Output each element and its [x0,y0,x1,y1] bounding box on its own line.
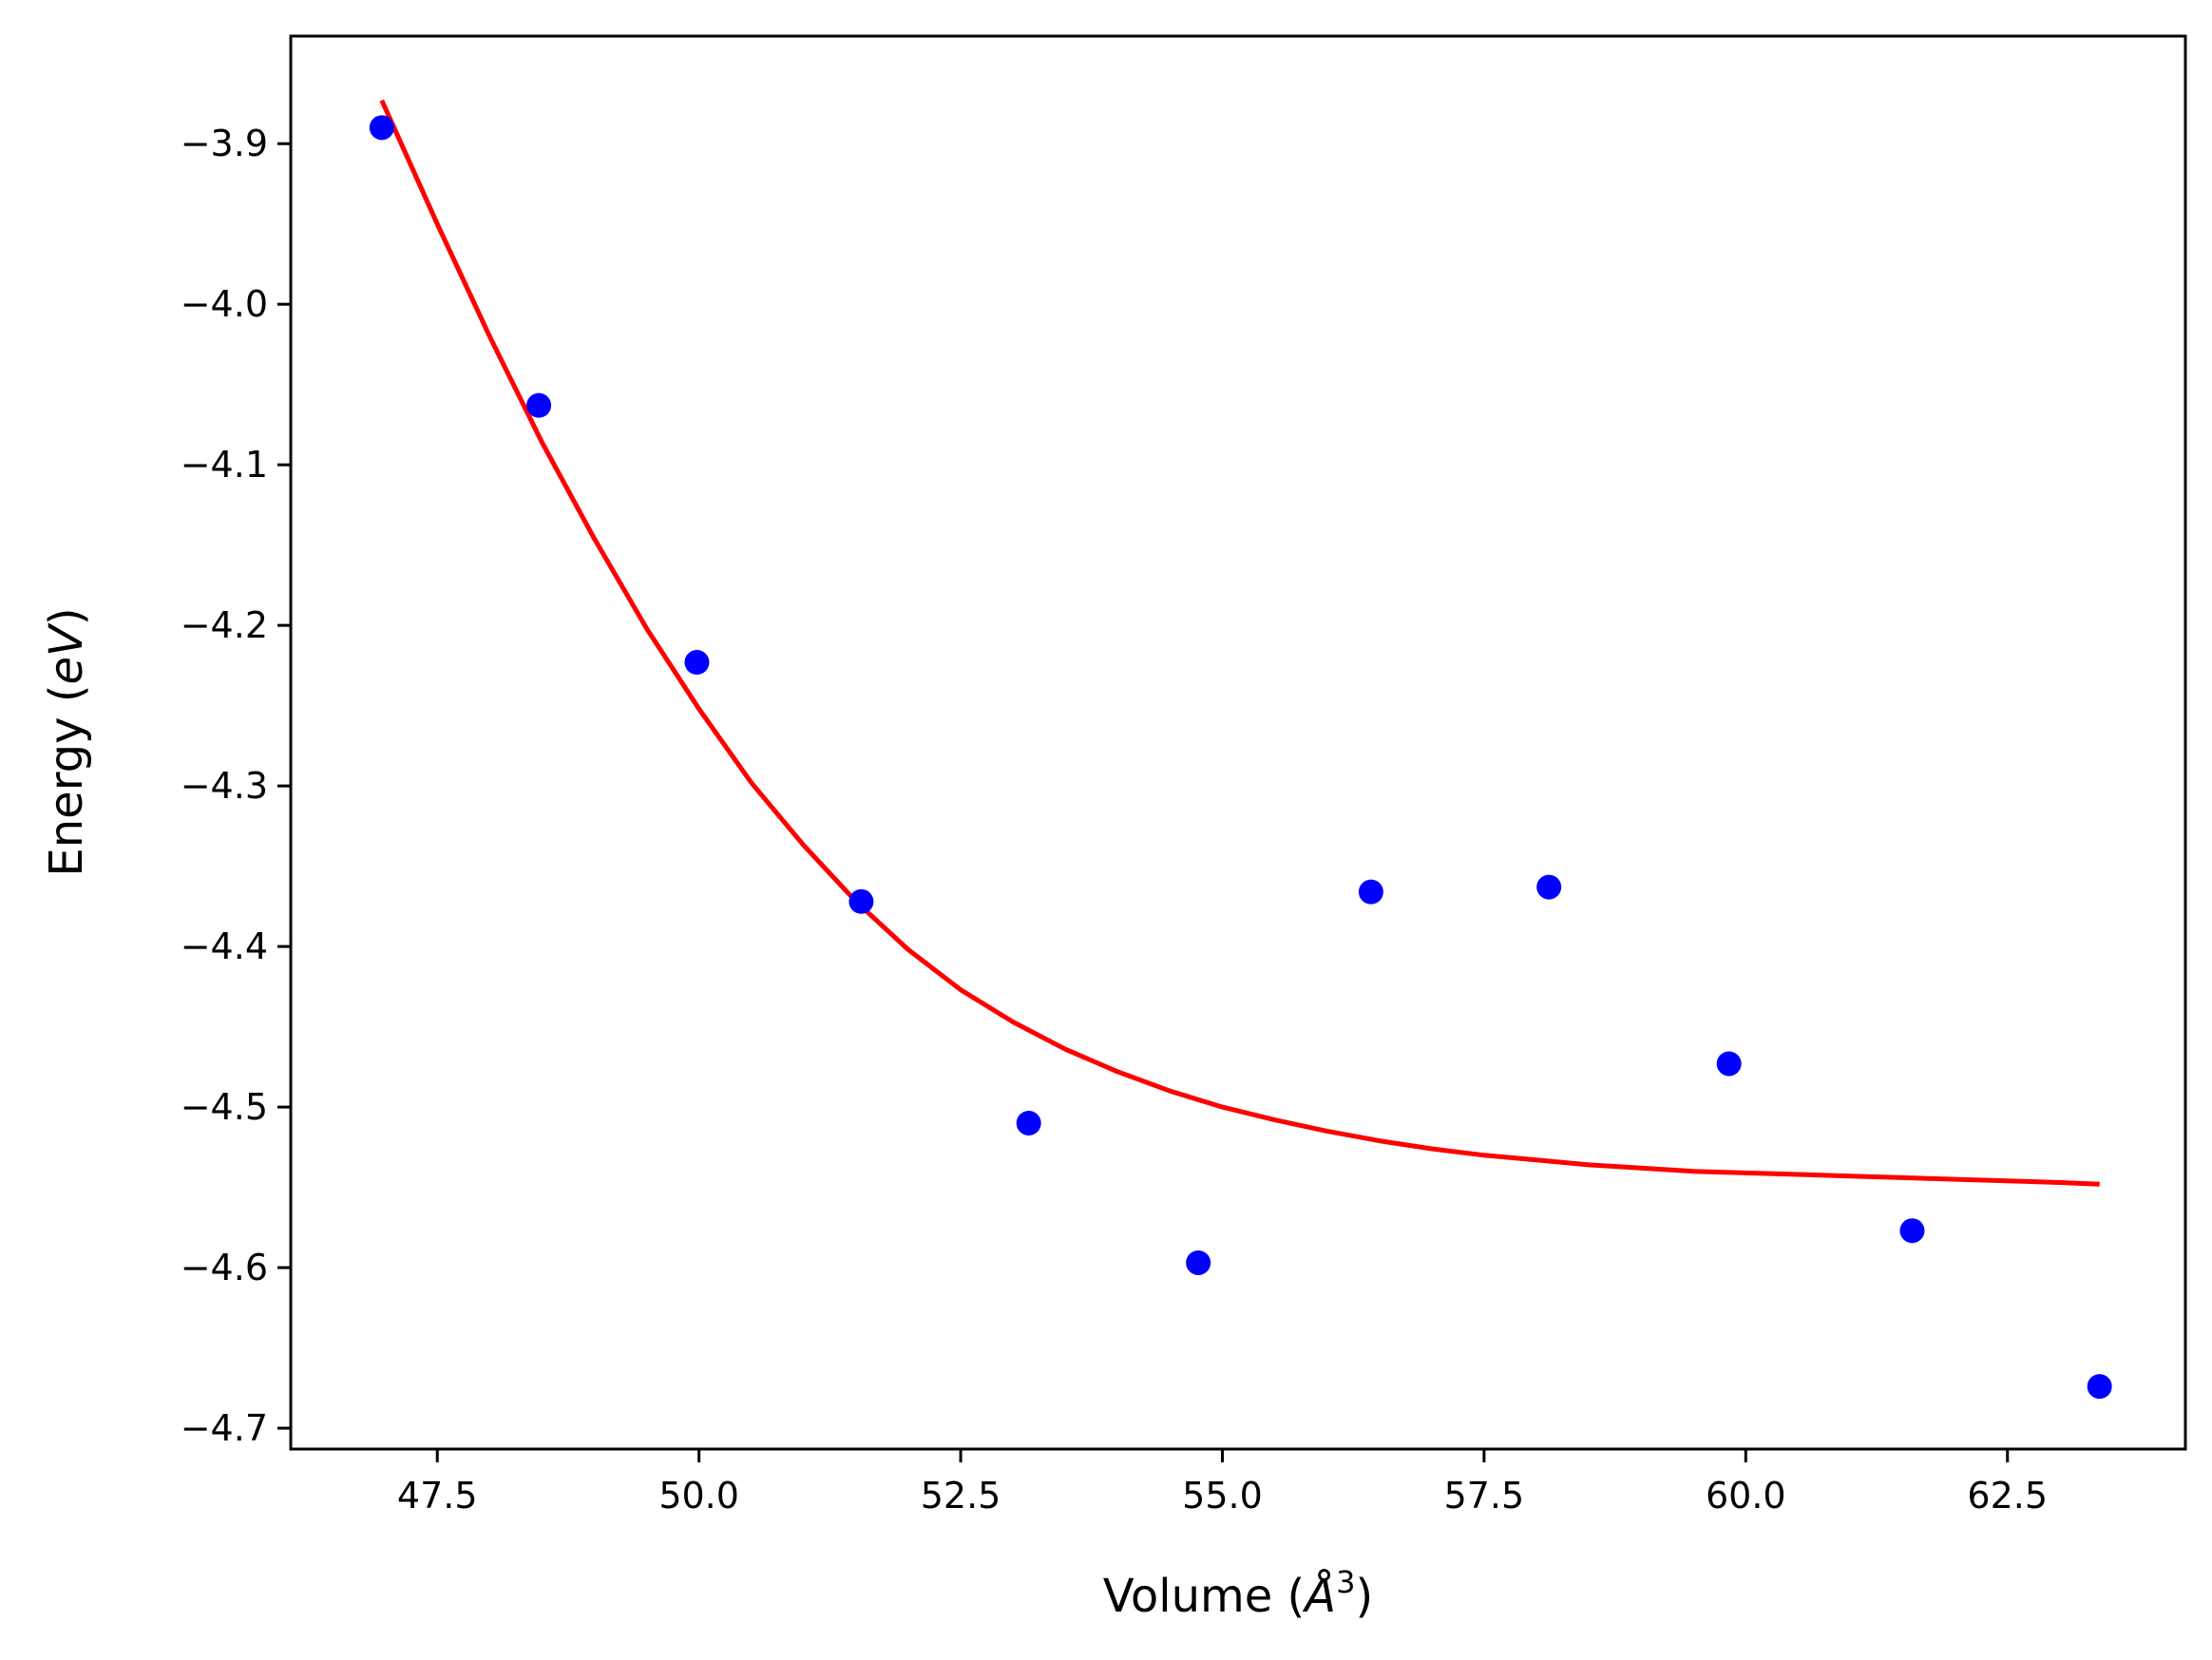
y-axis-ticks: −3.9 −4.0 −4.1 −4.2 −4.3 −4.4 −4.5 −4.6 −4.7 [181,123,291,1449]
data-point [369,115,394,141]
data-point [849,888,874,914]
data-point [1016,1110,1041,1135]
x-axis-label-unit: Å [1302,1569,1336,1623]
x-tick-label: 55.0 [1182,1475,1263,1517]
x-tick-label: 52.5 [921,1475,1001,1517]
y-tick-label: −4.4 [181,925,268,967]
series-layer [369,99,2112,1400]
y-axis-label: Energy (eV) [40,607,93,876]
y-tick-label: −4.3 [181,765,268,807]
y-axis-label-close: ) [40,607,93,625]
y-axis-label-unit: eV [40,622,93,685]
x-axis-label-exponent: 3 [1336,1564,1355,1600]
x-tick-label: 62.5 [1967,1475,2048,1517]
x-tick-label: 57.5 [1444,1475,1525,1517]
plot-area-border [289,34,2187,1451]
y-axis-label-text: Energy ( [40,685,93,877]
y-tick-label: −4.1 [181,444,268,486]
data-point [1716,1051,1742,1077]
data-point [1358,879,1383,905]
x-axis-label: Volume (Å3) [1103,1564,1373,1623]
fit-curve-line [379,99,2100,1187]
x-axis-label-close: ) [1355,1570,1373,1623]
data-point [1899,1218,1925,1244]
data-point [526,392,552,418]
x-tick-label: 47.5 [397,1475,478,1517]
x-tick-label: 60.0 [1706,1475,1786,1517]
x-tick-label: 50.0 [658,1475,739,1517]
y-tick-label: −4.2 [181,604,268,646]
data-point [1536,874,1562,900]
data-point [2087,1374,2112,1400]
y-tick-label: −3.9 [181,123,268,164]
x-axis-ticks: 47.5 50.0 52.5 55.0 57.5 60.0 62.5 [397,1449,2048,1517]
data-point [1186,1250,1211,1275]
data-point [684,650,710,676]
y-tick-label: −4.6 [181,1247,268,1288]
x-axis-label-text: Volume ( [1103,1570,1306,1623]
y-tick-label: −4.5 [181,1086,268,1128]
y-tick-label: −4.0 [181,283,268,325]
y-tick-label: −4.7 [181,1407,268,1449]
